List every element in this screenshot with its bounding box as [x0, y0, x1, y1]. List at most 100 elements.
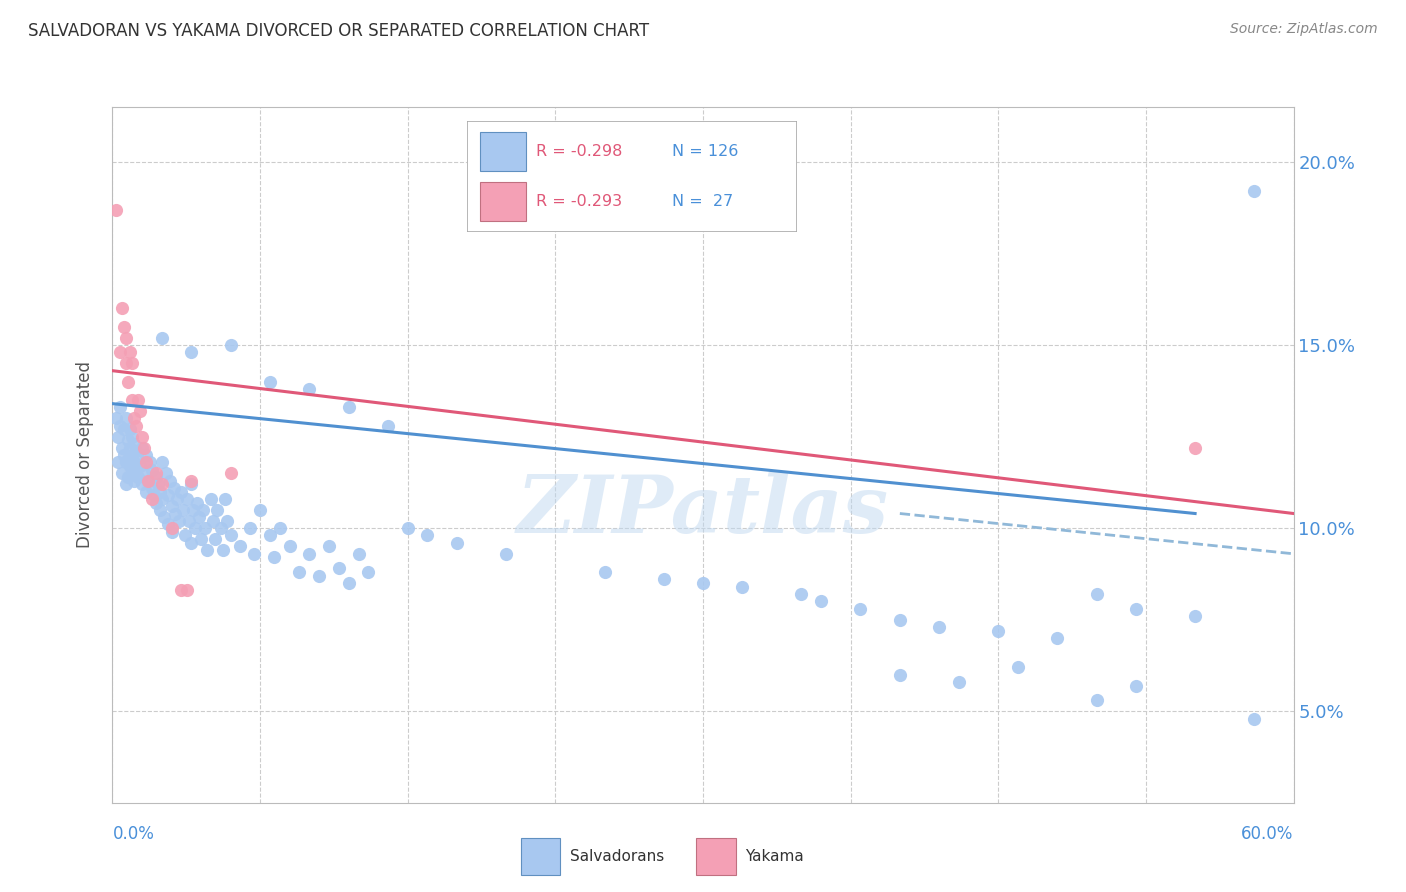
- Point: [239, 521, 262, 535]
- Point: [692, 576, 714, 591]
- Text: N = 126: N = 126: [672, 144, 738, 159]
- Point: [1085, 587, 1108, 601]
- Point: [160, 521, 183, 535]
- Point: [149, 503, 172, 517]
- Point: [160, 499, 183, 513]
- Point: [201, 514, 224, 528]
- Point: [111, 441, 134, 455]
- Point: [112, 448, 135, 462]
- Point: [142, 488, 165, 502]
- Point: [1184, 441, 1206, 455]
- Point: [928, 620, 950, 634]
- Point: [186, 495, 208, 509]
- Point: [152, 510, 174, 524]
- Point: [136, 474, 159, 488]
- Point: [121, 448, 143, 462]
- Point: [150, 477, 173, 491]
- Point: [156, 488, 179, 502]
- Point: [117, 470, 139, 484]
- Point: [219, 528, 242, 542]
- Point: [117, 375, 139, 389]
- Point: [132, 441, 155, 455]
- Point: [790, 587, 813, 601]
- Point: [122, 411, 145, 425]
- Point: [948, 675, 970, 690]
- Point: [180, 345, 202, 359]
- Point: [219, 467, 242, 481]
- Point: [165, 507, 187, 521]
- Point: [105, 411, 128, 425]
- Point: [593, 565, 616, 579]
- Point: [150, 331, 173, 345]
- Point: [263, 550, 285, 565]
- Point: [337, 576, 360, 591]
- Point: [145, 470, 167, 484]
- Point: [166, 491, 188, 506]
- Point: [181, 503, 204, 517]
- Point: [115, 455, 138, 469]
- Point: [122, 474, 145, 488]
- Bar: [696, 838, 735, 875]
- Point: [249, 503, 271, 517]
- Text: 0.0%: 0.0%: [112, 825, 155, 843]
- Point: [115, 477, 138, 491]
- Point: [121, 392, 143, 407]
- Point: [122, 437, 145, 451]
- Point: [180, 477, 202, 491]
- Point: [110, 345, 132, 359]
- Point: [127, 392, 149, 407]
- Point: [987, 624, 1010, 638]
- Point: [129, 404, 152, 418]
- Point: [155, 467, 177, 481]
- Point: [209, 521, 232, 535]
- Point: [139, 455, 162, 469]
- Point: [215, 514, 238, 528]
- Point: [170, 484, 193, 499]
- Point: [180, 474, 202, 488]
- Point: [135, 455, 157, 469]
- Point: [1046, 631, 1069, 645]
- Point: [159, 474, 181, 488]
- Text: R = -0.293: R = -0.293: [536, 194, 623, 209]
- Point: [141, 462, 163, 476]
- Point: [195, 543, 218, 558]
- Point: [446, 536, 468, 550]
- Text: SALVADORAN VS YAKAMA DIVORCED OR SEPARATED CORRELATION CHART: SALVADORAN VS YAKAMA DIVORCED OR SEPARAT…: [28, 22, 650, 40]
- Point: [259, 375, 281, 389]
- Point: [184, 521, 207, 535]
- Y-axis label: Divorced or Separated: Divorced or Separated: [76, 361, 94, 549]
- Point: [347, 547, 370, 561]
- Point: [849, 601, 872, 615]
- Bar: [520, 838, 561, 875]
- Point: [131, 477, 153, 491]
- Point: [117, 451, 139, 466]
- Point: [190, 532, 212, 546]
- Text: ZIPatlas: ZIPatlas: [517, 472, 889, 549]
- Point: [110, 418, 132, 433]
- Point: [1243, 184, 1265, 198]
- Point: [150, 455, 173, 469]
- Point: [416, 528, 439, 542]
- Point: [160, 524, 183, 539]
- Point: [889, 613, 911, 627]
- Point: [120, 422, 142, 436]
- Point: [129, 458, 152, 473]
- Point: [170, 583, 193, 598]
- Point: [156, 517, 179, 532]
- Point: [204, 532, 226, 546]
- Point: [1007, 660, 1029, 674]
- Point: [107, 455, 129, 469]
- Point: [112, 422, 135, 436]
- Point: [131, 441, 153, 455]
- Point: [278, 540, 301, 554]
- Point: [107, 429, 129, 443]
- Point: [172, 503, 194, 517]
- Point: [121, 429, 143, 443]
- Bar: [479, 182, 526, 221]
- Point: [1125, 679, 1147, 693]
- Point: [288, 565, 311, 579]
- Point: [308, 568, 330, 582]
- Point: [115, 411, 138, 425]
- Text: Yakama: Yakama: [745, 849, 804, 863]
- Point: [243, 547, 266, 561]
